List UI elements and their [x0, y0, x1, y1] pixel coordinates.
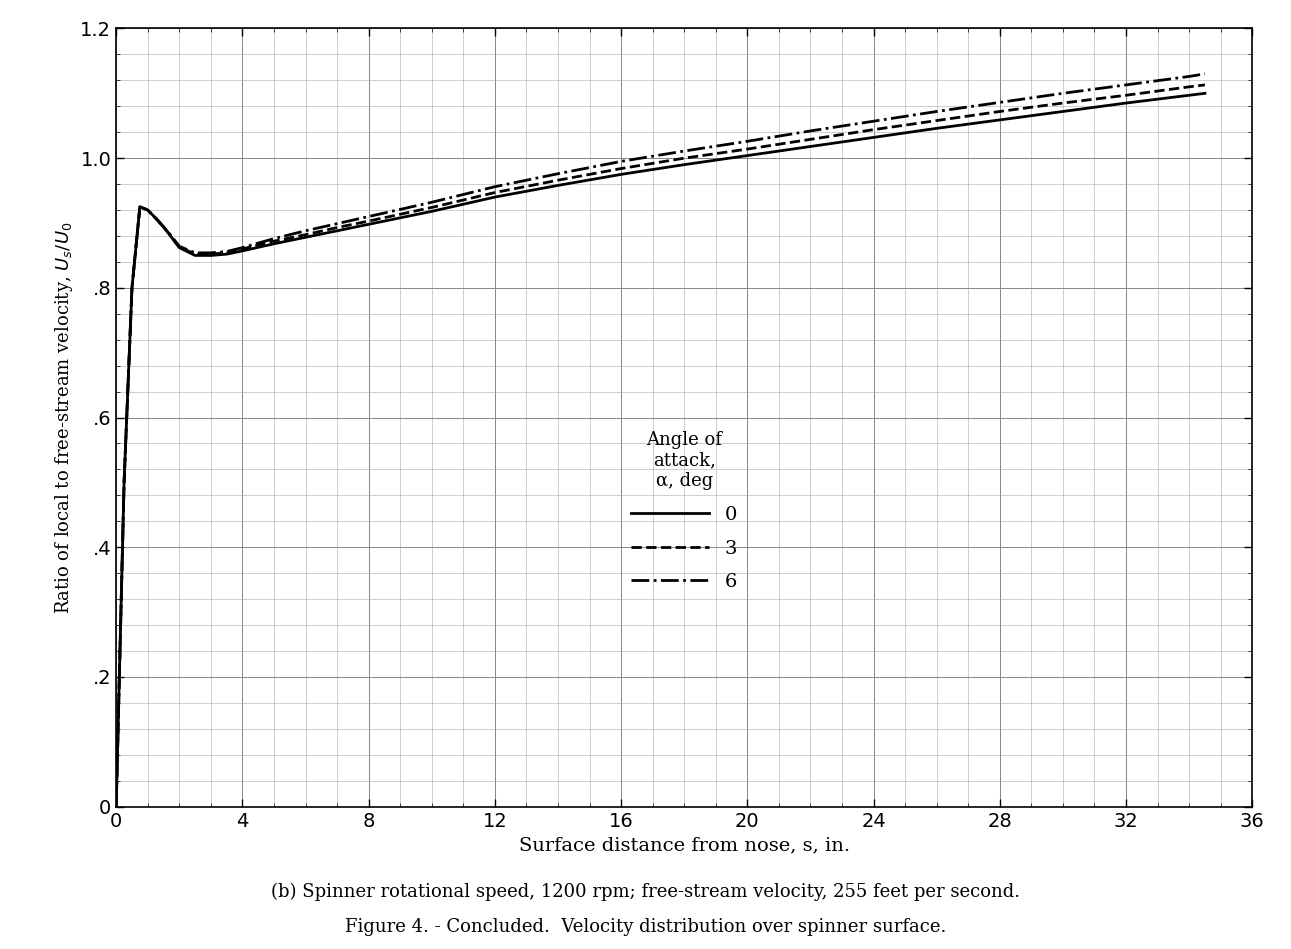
Y-axis label: Ratio of local to free-stream velocity, $U_s/U_0$: Ratio of local to free-stream velocity, …: [53, 221, 75, 614]
X-axis label: Surface distance from nose, s, in.: Surface distance from nose, s, in.: [519, 836, 849, 854]
Text: Figure 4. - Concluded.  Velocity distribution over spinner surface.: Figure 4. - Concluded. Velocity distribu…: [345, 918, 946, 936]
Text: (b) Spinner rotational speed, 1200 rpm; free-stream velocity, 255 feet per secon: (b) Spinner rotational speed, 1200 rpm; …: [271, 883, 1020, 901]
Legend: 0, 3, 6: 0, 3, 6: [624, 423, 745, 599]
